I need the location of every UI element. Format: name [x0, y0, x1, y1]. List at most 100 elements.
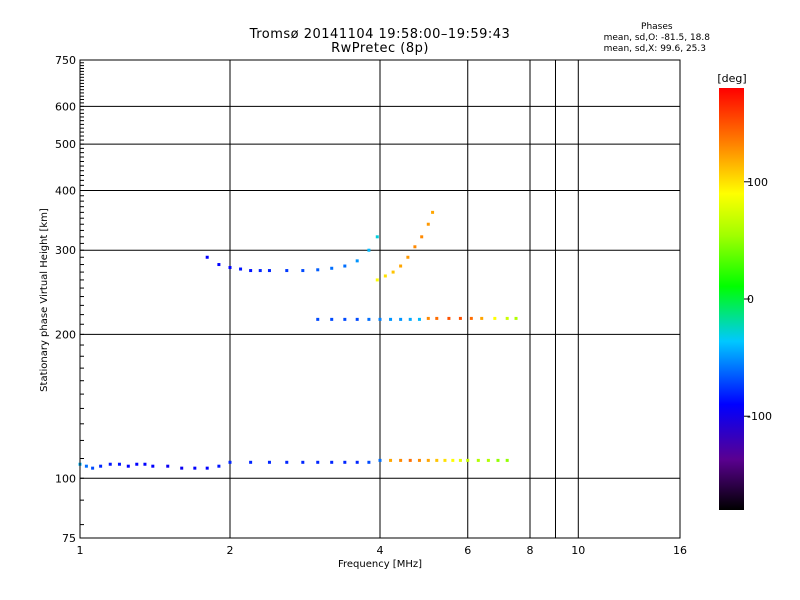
- data-point: [420, 235, 424, 239]
- data-point: [91, 466, 95, 470]
- data-point: [431, 210, 435, 214]
- data-point: [343, 317, 347, 321]
- data-point: [343, 460, 347, 464]
- data-point: [316, 460, 320, 464]
- phase-stats-o: mean, sd,O: -81.5, 18.8: [603, 33, 710, 43]
- data-point: [108, 462, 112, 466]
- colorbar-ticks: 100 0 -100: [744, 176, 772, 423]
- plot-frame: [79, 59, 681, 539]
- data-point: [117, 462, 121, 466]
- data-point: [408, 317, 412, 321]
- data-point: [426, 458, 430, 462]
- colorbar: [719, 88, 744, 510]
- y-tick-label: 100: [55, 472, 76, 485]
- data-point: [330, 317, 334, 321]
- data-point: [399, 458, 403, 462]
- data-point: [417, 317, 421, 321]
- y-tick-label: 750: [55, 54, 76, 67]
- data-point: [267, 269, 271, 273]
- data-point: [451, 458, 455, 462]
- data-point: [469, 316, 473, 320]
- chart-subtitle: RwPretec (8p): [331, 41, 429, 56]
- data-point: [367, 460, 371, 464]
- phase-stats: Phases mean, sd,O: -81.5, 18.8 mean, sd,…: [604, 22, 710, 55]
- y-tick-label: 400: [55, 184, 76, 197]
- data-point: [285, 460, 289, 464]
- data-point: [447, 316, 451, 320]
- grid-lines: [80, 60, 680, 538]
- data-point: [458, 316, 462, 320]
- data-point: [496, 458, 500, 462]
- data-point: [84, 464, 88, 468]
- data-point: [480, 316, 484, 320]
- chart-title: Tromsø 20141104 19:58:00–19:59:43: [249, 27, 511, 42]
- data-point: [383, 274, 387, 278]
- data-point: [435, 458, 439, 462]
- data-point: [378, 458, 382, 462]
- colorbar-label: [deg]: [717, 72, 746, 85]
- x-axis-label: Frequency [MHz]: [338, 559, 422, 570]
- data-point: [249, 269, 253, 273]
- data-point: [205, 255, 209, 259]
- y-axis-label: Stationary phase Virtual Height [km]: [39, 208, 50, 392]
- data-point: [301, 460, 305, 464]
- data-point: [166, 464, 170, 468]
- data-point: [180, 466, 184, 470]
- data-point: [367, 317, 371, 321]
- data-point: [389, 317, 393, 321]
- data-point: [476, 458, 480, 462]
- x-tick-label: 4: [377, 544, 384, 557]
- x-tick-label: 8: [527, 544, 534, 557]
- data-point: [417, 458, 421, 462]
- data-point: [355, 259, 359, 263]
- x-tick-label: 1: [77, 544, 84, 557]
- phase-stats-header: Phases: [641, 22, 673, 32]
- data-point: [217, 263, 221, 267]
- data-point: [514, 316, 518, 320]
- y-tick-label: 600: [55, 100, 76, 113]
- data-point: [301, 269, 305, 273]
- data-point: [316, 268, 320, 272]
- data-point: [285, 269, 289, 273]
- data-point: [493, 316, 497, 320]
- data-point: [267, 460, 271, 464]
- data-point: [316, 317, 320, 321]
- x-tick-label: 2: [227, 544, 234, 557]
- colorbar-tick-label: -100: [747, 410, 772, 423]
- data-point: [239, 267, 243, 271]
- data-point: [355, 460, 359, 464]
- data-point: [505, 316, 509, 320]
- data-points: [78, 210, 518, 470]
- data-point: [330, 266, 334, 270]
- data-point: [406, 255, 410, 259]
- phase-stats-x: mean, sd,X: 99.6, 25.3: [603, 44, 706, 54]
- y-tick-label: 75: [62, 532, 76, 545]
- data-point: [228, 266, 232, 270]
- data-point: [399, 264, 403, 268]
- data-point: [435, 316, 439, 320]
- data-point: [143, 462, 147, 466]
- data-point: [408, 458, 412, 462]
- data-point: [217, 464, 221, 468]
- data-point: [399, 317, 403, 321]
- x-tick-label: 16: [673, 544, 687, 557]
- data-point: [426, 222, 430, 226]
- tick-labels: 1 2 4 6 8 10 16 75 100 200 300 400 500 600 750: [55, 54, 687, 557]
- data-point: [151, 464, 155, 468]
- data-point: [413, 245, 417, 249]
- data-point: [367, 248, 371, 252]
- data-point: [343, 264, 347, 268]
- data-point: [126, 464, 130, 468]
- colorbar-tick-label: 100: [747, 176, 768, 189]
- data-point: [391, 270, 395, 274]
- data-point: [228, 460, 232, 464]
- data-point: [505, 458, 509, 462]
- data-point: [443, 458, 447, 462]
- data-point: [249, 460, 253, 464]
- y-tick-label: 500: [55, 138, 76, 151]
- data-point: [258, 269, 262, 273]
- data-point: [205, 466, 209, 470]
- data-point: [378, 317, 382, 321]
- data-point: [99, 464, 103, 468]
- data-point: [389, 458, 393, 462]
